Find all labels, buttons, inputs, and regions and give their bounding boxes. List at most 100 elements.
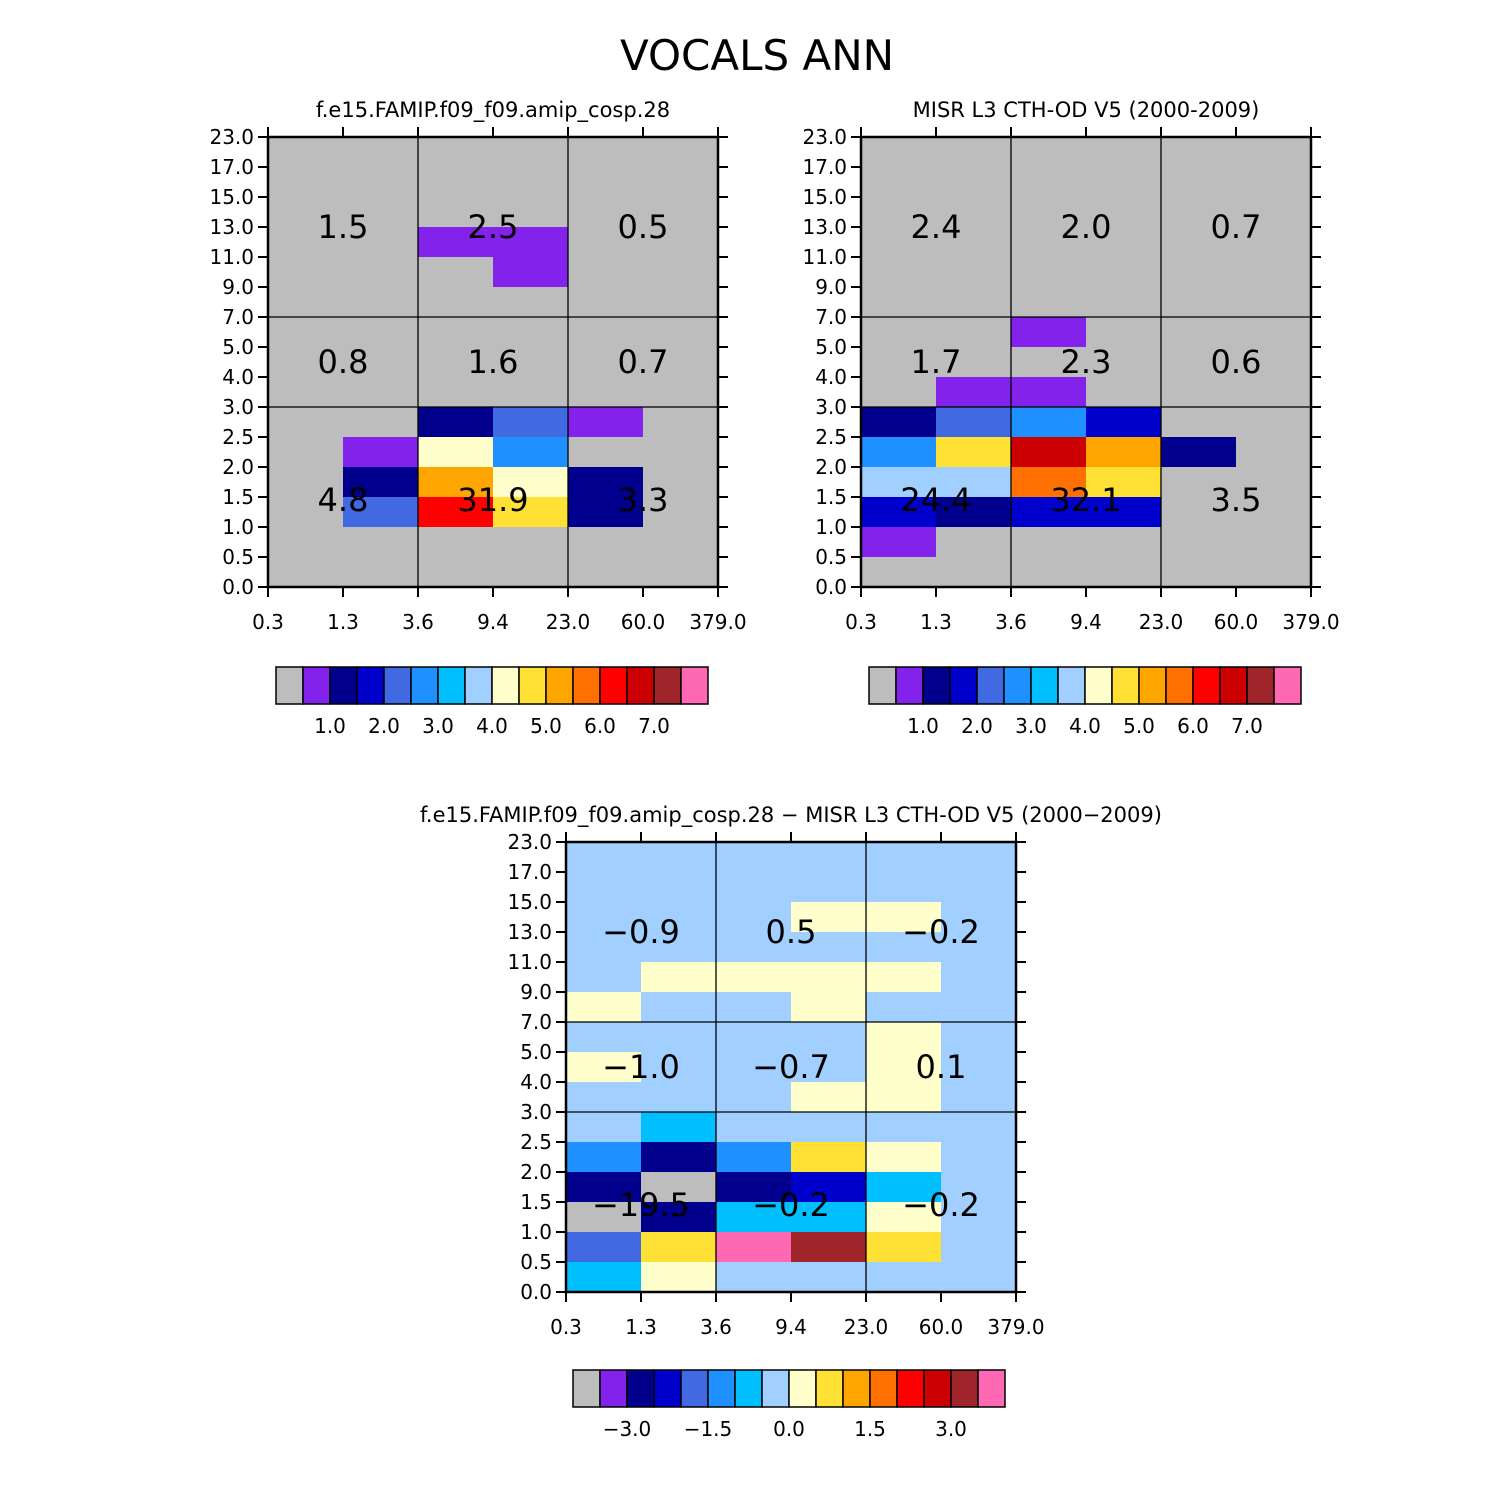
heatmap-cell — [861, 137, 937, 168]
colorbar-swatch — [1273, 666, 1302, 705]
heatmap-cell — [268, 167, 344, 198]
region-value-label: 0.5 — [618, 208, 669, 246]
heatmap-cell — [568, 197, 644, 228]
heatmap-cell — [1011, 377, 1087, 408]
colorbar-label: 7.0 — [638, 714, 670, 738]
colorbar-swatch — [1111, 666, 1140, 705]
colorbar-swatch — [1219, 666, 1248, 705]
heatmap-cell — [1161, 467, 1237, 498]
heatmap-cell — [1161, 287, 1237, 318]
x-tick-label: 60.0 — [621, 610, 666, 634]
colorbar-label: 2.0 — [961, 714, 993, 738]
heatmap-cell — [1086, 377, 1162, 408]
heatmap-cell — [343, 467, 419, 498]
colorbar-swatch — [895, 666, 924, 705]
colorbar-swatch — [410, 666, 439, 705]
y-tick-label: 2.5 — [520, 1130, 552, 1154]
heatmap-cell — [941, 1172, 1017, 1203]
heatmap-cell — [791, 1022, 867, 1053]
colorbar-swatch — [949, 666, 978, 705]
heatmap-cell — [941, 842, 1017, 873]
heatmap-cell — [343, 167, 419, 198]
x-tick-label: 3.6 — [995, 610, 1027, 634]
heatmap-cell — [941, 1232, 1017, 1263]
region-value-label: −0.9 — [602, 913, 680, 951]
heatmap-cell — [866, 902, 942, 933]
heatmap-cell — [1086, 497, 1162, 528]
colorbar-swatch — [626, 1369, 655, 1408]
heatmap-cell — [1086, 407, 1162, 438]
heatmap-cell — [568, 527, 644, 558]
heatmap-cell — [566, 1172, 642, 1203]
heatmap-cell — [566, 1142, 642, 1173]
colorbar-swatch — [1084, 666, 1113, 705]
heatmap-cell — [936, 377, 1012, 408]
heatmap-cell — [1236, 437, 1312, 468]
y-tick-label: 4.0 — [222, 365, 254, 389]
heatmap-cell — [643, 227, 719, 258]
heatmap-cell — [936, 167, 1012, 198]
heatmap-cell — [643, 347, 719, 378]
heatmap-cell — [716, 932, 792, 963]
y-tick-label: 17.0 — [802, 155, 847, 179]
heatmap-cell — [566, 1112, 642, 1143]
region-value-label: −0.7 — [752, 1048, 830, 1086]
region-value-label: 0.5 — [766, 913, 817, 951]
heatmap-cell — [1161, 497, 1237, 528]
region-value-label: 2.4 — [911, 208, 962, 246]
y-tick-label: 0.5 — [520, 1250, 552, 1274]
heatmap-cell — [641, 872, 717, 903]
colorbar-swatch — [680, 666, 709, 705]
heatmap-cell — [493, 557, 569, 588]
heatmap-cell — [1086, 257, 1162, 288]
heatmap-cell — [1011, 287, 1087, 318]
region-value-label: −1.0 — [602, 1048, 680, 1086]
heatmap-cell — [941, 872, 1017, 903]
heatmap-cell — [1161, 557, 1237, 588]
heatmap-cell — [716, 1052, 792, 1083]
y-tick-label: 5.0 — [222, 335, 254, 359]
colorbar-swatch — [383, 666, 412, 705]
heatmap-cell — [643, 467, 719, 498]
colorbar-swatch — [976, 666, 1005, 705]
region-value-label: 2.3 — [1061, 343, 1112, 381]
x-tick-label: 9.4 — [477, 610, 509, 634]
y-tick-label: 1.5 — [520, 1190, 552, 1214]
y-tick-label: 0.5 — [222, 545, 254, 569]
heatmap-cell — [791, 1262, 867, 1293]
heatmap-cell — [866, 992, 942, 1023]
heatmap-cell — [1161, 227, 1237, 258]
heatmap-cell — [941, 1142, 1017, 1173]
x-tick-label: 9.4 — [1070, 610, 1102, 634]
heatmap-cell — [493, 437, 569, 468]
y-tick-label: 2.0 — [815, 455, 847, 479]
heatmap-cell — [716, 992, 792, 1023]
heatmap-cell — [791, 1172, 867, 1203]
heatmap-cell — [641, 1112, 717, 1143]
y-tick-label: 5.0 — [520, 1040, 552, 1064]
panel-misr-observations: MISR L3 CTH-OD V5 (2000-2009) 0.0 0.5 1.0 1.… — [802, 98, 1339, 738]
heatmap-cell — [493, 497, 569, 528]
heatmap-cell — [1161, 347, 1237, 378]
heatmap-cell — [641, 842, 717, 873]
heatmap-cell — [343, 137, 419, 168]
y-tick-label: 1.0 — [815, 515, 847, 539]
heatmap-cell — [493, 467, 569, 498]
heatmap-cell — [268, 197, 344, 228]
y-tick-label: 17.0 — [507, 860, 552, 884]
y-tick-label: 13.0 — [802, 215, 847, 239]
y-tick-label: 2.5 — [815, 425, 847, 449]
heatmap-cell — [941, 1082, 1017, 1113]
heatmap-cell — [1161, 167, 1237, 198]
panel-title: f.e15.FAMIP.f09_f09.amip_cosp.28 — [316, 98, 670, 123]
heatmap-cell — [641, 932, 717, 963]
region-value-label: −0.2 — [752, 1186, 830, 1224]
region-value-label: 1.7 — [911, 343, 962, 381]
colorbar-swatch — [356, 666, 385, 705]
heatmap-cell — [641, 1022, 717, 1053]
heatmap-cell — [568, 437, 644, 468]
heatmap-cell — [568, 257, 644, 288]
x-tick-label: 379.0 — [987, 1315, 1044, 1339]
region-value-label: 0.7 — [1211, 208, 1262, 246]
heatmap-cell — [641, 1052, 717, 1083]
